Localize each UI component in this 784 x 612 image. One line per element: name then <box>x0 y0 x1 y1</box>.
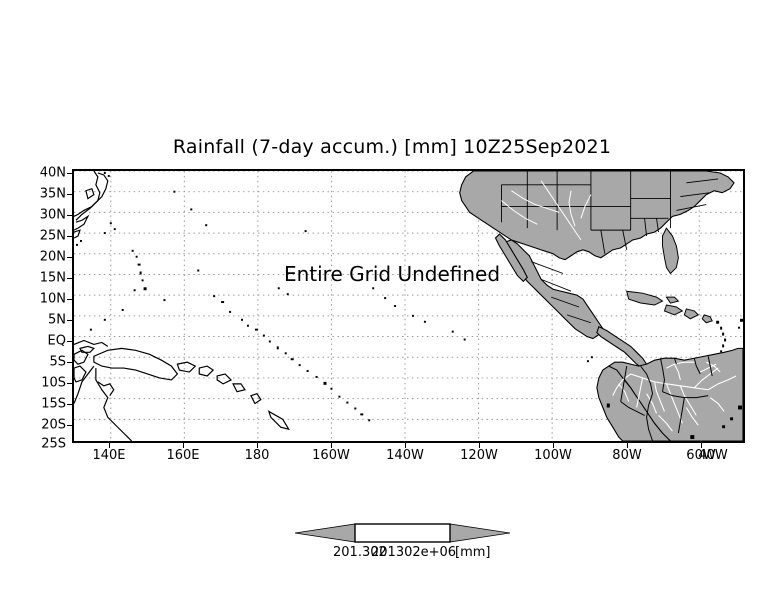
x-tick-label: 100W <box>534 448 572 463</box>
colorbar-right-arrow <box>449 523 511 543</box>
y-tick-label: 20S <box>41 417 66 433</box>
y-tick-label: 30N <box>39 207 66 223</box>
colorbar-unit-label: [mm] <box>455 545 491 560</box>
river-network <box>612 361 737 432</box>
north-america-landmass <box>459 171 735 261</box>
y-tick-label: 5S <box>49 354 66 370</box>
y-tick-label: 10N <box>39 291 66 307</box>
colorbar-min-label: 201.302 <box>333 545 387 560</box>
x-tick-label: 140E <box>92 448 126 463</box>
colorbar-center-box <box>354 523 451 543</box>
x-tick-mark <box>405 443 406 448</box>
y-tick-label: 40N <box>39 165 66 181</box>
x-tick-label: 160W <box>312 448 350 463</box>
page-title: Rainfall (7-day accum.) [mm] 10Z25Sep202… <box>172 136 612 158</box>
x-tick-label: 40W <box>698 448 728 463</box>
x-tick-mark <box>331 443 332 448</box>
y-tick-label: 5N <box>48 312 66 328</box>
x-tick-mark <box>553 443 554 448</box>
world-map-geography <box>74 171 743 441</box>
x-tick-mark <box>109 443 110 448</box>
x-tick-mark <box>183 443 184 448</box>
x-tick-label: 140W <box>386 448 424 463</box>
x-tick-mark <box>257 443 258 448</box>
x-tick-mark <box>627 443 628 448</box>
undefined-grid-message: Entire Grid Undefined <box>283 262 501 286</box>
y-tick-label: 25N <box>39 228 66 244</box>
x-tick-label: 120W <box>460 448 498 463</box>
x-tick-label: 160E <box>166 448 200 463</box>
y-tick-label: 35N <box>39 186 66 202</box>
x-tick-label: 80W <box>612 448 642 463</box>
map-plot-area[interactable] <box>72 169 745 443</box>
x-tick-label: 180 <box>244 448 270 463</box>
x-tick-mark <box>479 443 480 448</box>
y-tick-label: 15S <box>41 396 66 412</box>
colorbar[interactable] <box>294 521 511 545</box>
colorbar-max-label: 201302e+06 <box>371 545 457 560</box>
y-tick-label: 25S <box>41 436 66 452</box>
colorbar-graphic <box>294 523 511 543</box>
colorbar-left-arrow <box>294 523 356 543</box>
y-tick-label: 10S <box>41 375 66 391</box>
y-tick-label: EQ <box>47 333 66 349</box>
